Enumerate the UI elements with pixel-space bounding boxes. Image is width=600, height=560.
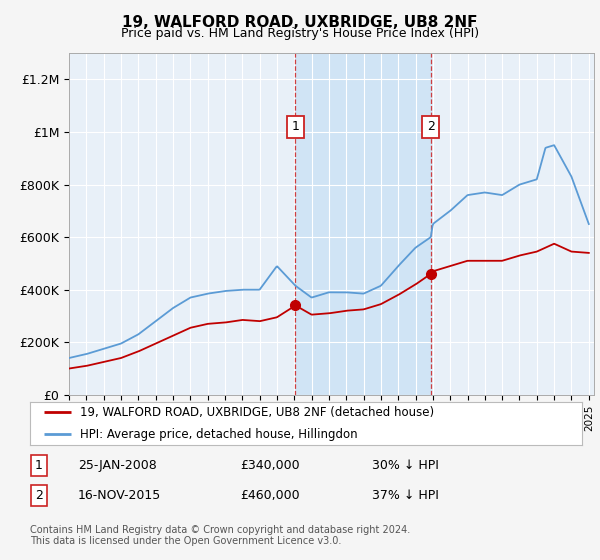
Text: 2: 2 (35, 489, 43, 502)
Text: Contains HM Land Registry data © Crown copyright and database right 2024.
This d: Contains HM Land Registry data © Crown c… (30, 525, 410, 547)
Text: £340,000: £340,000 (240, 459, 299, 473)
Text: 1: 1 (292, 120, 299, 133)
Bar (295, 53, 431, 395)
Text: 30% ↓ HPI: 30% ↓ HPI (372, 459, 439, 473)
Text: 25-JAN-2008: 25-JAN-2008 (78, 459, 157, 473)
Text: £460,000: £460,000 (240, 489, 299, 502)
Text: 16-NOV-2015: 16-NOV-2015 (78, 489, 161, 502)
Text: 19, WALFORD ROAD, UXBRIDGE, UB8 2NF (detached house): 19, WALFORD ROAD, UXBRIDGE, UB8 2NF (det… (80, 406, 434, 419)
Text: HPI: Average price, detached house, Hillingdon: HPI: Average price, detached house, Hill… (80, 428, 358, 441)
Text: 2: 2 (427, 120, 435, 133)
Text: 37% ↓ HPI: 37% ↓ HPI (372, 489, 439, 502)
Text: 19, WALFORD ROAD, UXBRIDGE, UB8 2NF: 19, WALFORD ROAD, UXBRIDGE, UB8 2NF (122, 15, 478, 30)
Text: Price paid vs. HM Land Registry's House Price Index (HPI): Price paid vs. HM Land Registry's House … (121, 27, 479, 40)
Text: 1: 1 (35, 459, 43, 473)
